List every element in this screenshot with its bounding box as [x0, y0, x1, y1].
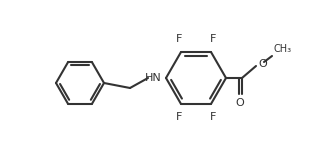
Text: F: F	[176, 112, 182, 122]
Text: O: O	[236, 98, 244, 108]
Text: HN: HN	[145, 73, 162, 83]
Text: F: F	[210, 112, 216, 122]
Text: O: O	[258, 59, 267, 69]
Text: F: F	[176, 34, 182, 44]
Text: F: F	[210, 34, 216, 44]
Text: CH₃: CH₃	[273, 44, 291, 54]
